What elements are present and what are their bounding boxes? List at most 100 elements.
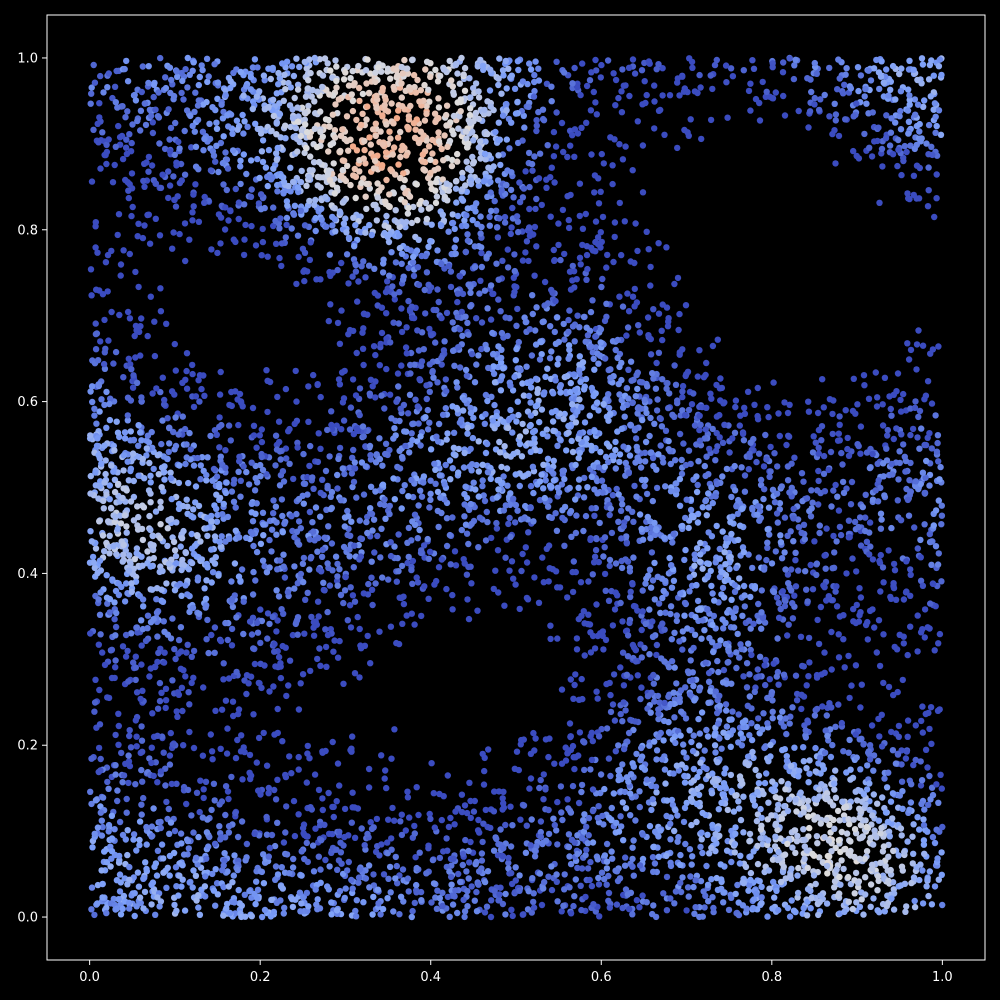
scatter-point — [877, 510, 885, 517]
scatter-point — [794, 872, 801, 879]
scatter-point — [494, 234, 502, 241]
scatter-point — [536, 478, 544, 485]
scatter-point — [175, 479, 183, 487]
scatter-point — [169, 245, 176, 252]
scatter-point — [436, 854, 444, 862]
scatter-point — [772, 794, 779, 801]
scatter-point — [641, 396, 648, 403]
scatter-point — [550, 128, 558, 136]
scatter-point — [632, 220, 639, 227]
scatter-point — [914, 814, 921, 821]
scatter-point — [536, 150, 544, 157]
scatter-point — [469, 128, 476, 136]
scatter-point — [748, 736, 756, 744]
scatter-point — [352, 173, 360, 180]
scatter-point — [526, 205, 533, 213]
scatter-point — [636, 788, 643, 795]
scatter-point — [300, 480, 308, 487]
scatter-point — [621, 862, 629, 869]
scatter-point — [852, 662, 860, 669]
scatter-point — [493, 224, 501, 231]
scatter-point — [577, 261, 584, 268]
scatter-point — [163, 884, 170, 891]
scatter-point — [593, 535, 600, 543]
scatter-point — [216, 823, 223, 830]
scatter-point — [487, 475, 494, 483]
scatter-point — [393, 115, 401, 122]
scatter-point — [675, 767, 683, 774]
scatter-point — [442, 405, 449, 412]
scatter-point — [432, 158, 439, 166]
scatter-point — [520, 802, 528, 809]
scatter-point — [141, 222, 148, 229]
scatter-point — [877, 551, 884, 559]
scatter-point — [384, 895, 391, 902]
scatter-point — [798, 470, 806, 477]
scatter-point — [758, 883, 765, 890]
scatter-point — [92, 676, 99, 683]
scatter-point — [237, 68, 244, 76]
scatter-point — [361, 146, 368, 154]
scatter-point — [170, 538, 178, 546]
scatter-point — [668, 796, 676, 804]
scatter-point — [525, 257, 532, 265]
scatter-point — [541, 389, 548, 396]
scatter-point — [144, 332, 151, 340]
scatter-point — [171, 901, 178, 909]
scatter-point — [176, 230, 183, 238]
scatter-point — [297, 178, 305, 186]
scatter-point — [722, 701, 730, 708]
scatter-point — [575, 484, 582, 491]
scatter-point — [718, 745, 725, 752]
scatter-point — [353, 147, 361, 154]
scatter-point — [279, 512, 286, 520]
scatter-point — [452, 808, 459, 815]
scatter-point — [848, 682, 855, 689]
scatter-point — [882, 135, 890, 142]
scatter-point — [320, 579, 327, 586]
scatter-point — [105, 337, 112, 344]
scatter-point — [250, 542, 257, 550]
scatter-point — [293, 398, 300, 405]
scatter-point — [197, 777, 204, 784]
scatter-point — [178, 89, 185, 97]
scatter-point — [370, 516, 378, 523]
scatter-point — [305, 102, 312, 110]
scatter-point — [312, 227, 319, 235]
scatter-point — [788, 484, 795, 491]
scatter-point — [595, 200, 603, 207]
scatter-point — [392, 853, 399, 861]
scatter-point — [159, 417, 166, 424]
scatter-point — [714, 657, 721, 665]
scatter-point — [477, 213, 484, 220]
scatter-point — [924, 764, 931, 771]
scatter-point — [817, 96, 824, 103]
scatter-point — [425, 243, 432, 250]
scatter-point — [820, 470, 828, 477]
scatter-point — [745, 87, 753, 95]
scatter-point — [781, 602, 789, 610]
scatter-point — [282, 234, 289, 241]
scatter-point — [201, 392, 208, 399]
scatter-point — [340, 417, 348, 424]
scatter-point — [716, 735, 723, 742]
scatter-point — [688, 738, 695, 746]
scatter-point — [127, 560, 134, 567]
scatter-point — [166, 830, 173, 837]
scatter-point — [464, 903, 471, 910]
scatter-point — [373, 815, 381, 823]
scatter-point — [334, 266, 341, 274]
scatter-point — [821, 552, 828, 559]
scatter-point — [766, 676, 773, 683]
scatter-point — [274, 566, 281, 573]
scatter-point — [649, 854, 657, 861]
scatter-point — [104, 518, 112, 525]
scatter-point — [263, 367, 270, 374]
scatter-point — [572, 876, 579, 883]
scatter-point — [323, 663, 330, 670]
scatter-point — [402, 344, 410, 351]
scatter-point — [418, 206, 425, 213]
scatter-point — [459, 169, 466, 177]
scatter-point — [255, 200, 263, 207]
scatter-point — [172, 553, 180, 560]
